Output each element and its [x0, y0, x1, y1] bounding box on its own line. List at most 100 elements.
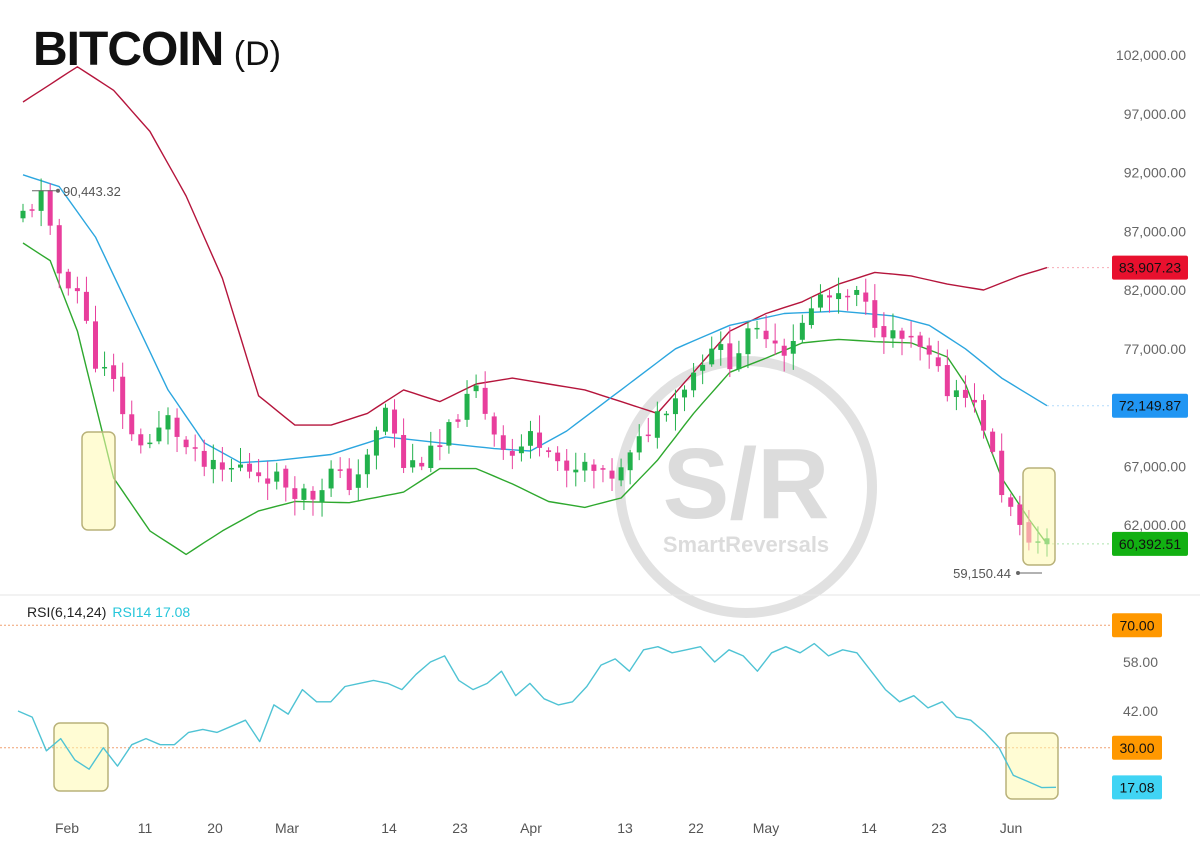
- candle-body: [600, 468, 606, 470]
- candle-body: [727, 343, 733, 370]
- reference-lines: [0, 267, 1200, 749]
- watermark-subtext: SmartReversals: [663, 532, 829, 557]
- candle-body: [20, 210, 26, 219]
- x-tick-label: Mar: [275, 820, 299, 836]
- candle-body: [854, 289, 860, 295]
- price-tag-0-bg: [1112, 255, 1188, 280]
- candle-body: [274, 471, 280, 482]
- price-tick-label: 67,000.00: [1124, 458, 1186, 474]
- rsi-tag-0-text: 70.00: [1119, 617, 1154, 633]
- candle-body: [74, 288, 80, 292]
- candle-body: [527, 431, 533, 446]
- highlight-box-feb: [81, 431, 116, 531]
- rsi-params: RSI(6,14,24): [27, 604, 107, 620]
- upper-band-line: [22, 66, 1048, 426]
- candle-body: [373, 430, 379, 456]
- watermark-text: S/R: [663, 428, 830, 540]
- candle-body: [926, 345, 932, 355]
- candle-body: [790, 340, 796, 354]
- candle-body: [83, 291, 89, 321]
- candle-body: [319, 490, 325, 503]
- annotation-dot: [1016, 571, 1020, 575]
- candle-body: [618, 467, 624, 481]
- rsi-tag-1-bg: [1112, 735, 1162, 760]
- candle-body: [935, 357, 941, 367]
- candle-body: [102, 366, 108, 369]
- candle-body: [609, 470, 615, 479]
- candle-body: [546, 450, 552, 453]
- candle-body: [944, 365, 950, 397]
- price-tag-2-bg: [1112, 531, 1188, 556]
- candle-body: [564, 460, 570, 471]
- axes: 102,000.00 97,000.00 92,000.00 87,000.00 82,…: [55, 47, 1188, 836]
- x-tick-label: 11: [138, 820, 153, 836]
- candle-body: [890, 330, 896, 339]
- candle-body: [237, 464, 243, 468]
- rsi-legend: RSI(6,14,24) RSI14 17.08: [27, 604, 190, 620]
- candle-body: [763, 330, 769, 340]
- candle-body: [709, 348, 715, 365]
- candle-body: [1017, 504, 1023, 525]
- rsi-tag-2-bg: [1112, 775, 1162, 800]
- x-tick-label: 22: [688, 820, 704, 836]
- candle-body: [509, 451, 515, 456]
- candle-body: [817, 294, 823, 308]
- candle-body: [962, 389, 968, 398]
- x-tick-label: May: [753, 820, 779, 836]
- price-tick-label: 97,000.00: [1124, 106, 1186, 122]
- candle-body: [808, 308, 814, 326]
- rsi-tick-label: 42.00: [1123, 703, 1158, 719]
- candle-body: [799, 322, 805, 340]
- highlight-box-rsi-feb: [53, 722, 109, 792]
- candle-body: [745, 328, 751, 355]
- candle-body: [836, 293, 842, 300]
- candle-body: [953, 390, 959, 398]
- candle-body: [627, 452, 633, 471]
- annotation-high-label: 90,443.32: [63, 184, 121, 199]
- candle-body: [500, 435, 506, 450]
- annotation-dot: [56, 188, 60, 193]
- candle-body: [772, 340, 778, 344]
- price-bands: [22, 66, 1048, 556]
- candle-body: [382, 407, 388, 432]
- candle-body: [156, 427, 162, 442]
- candle-body: [718, 344, 724, 350]
- candle-body: [183, 439, 189, 448]
- x-tick-label: Jun: [1000, 820, 1023, 836]
- candle-body: [247, 463, 253, 472]
- price-tag-2-text: 60,392.51: [1119, 536, 1181, 552]
- candle-body: [265, 478, 271, 484]
- price-tag-0-text: 83,907.23: [1119, 260, 1181, 276]
- candle-body: [591, 464, 597, 471]
- candle-body: [700, 364, 706, 371]
- price-tick-label: 102,000.00: [1116, 47, 1186, 63]
- candle-body: [346, 468, 352, 491]
- candle-body: [337, 469, 343, 471]
- candle-body: [582, 461, 588, 471]
- candle-body: [29, 209, 35, 211]
- candle-body: [201, 450, 207, 467]
- candle-body: [691, 372, 697, 391]
- candle-body: [174, 417, 180, 437]
- candle-body: [872, 300, 878, 328]
- candle-body: [219, 462, 225, 470]
- candle-body: [65, 271, 71, 289]
- rsi-line: [17, 642, 1057, 789]
- candle-body: [917, 335, 923, 347]
- candle-body: [138, 434, 144, 446]
- candle-body: [908, 335, 914, 338]
- highlight-box-rsi-jun: [1005, 732, 1059, 800]
- candle-body: [455, 419, 461, 422]
- candle-body: [672, 398, 678, 415]
- title-timeframe: (D): [233, 35, 281, 73]
- candle-body: [972, 399, 978, 403]
- candle-body: [428, 445, 434, 468]
- candle-body: [355, 474, 361, 488]
- candle-body: [283, 468, 289, 488]
- x-tick-label: Feb: [55, 820, 79, 836]
- candle-body: [863, 292, 869, 302]
- candle-body: [328, 468, 334, 489]
- candle-body: [899, 330, 905, 339]
- candle-body: [165, 415, 171, 430]
